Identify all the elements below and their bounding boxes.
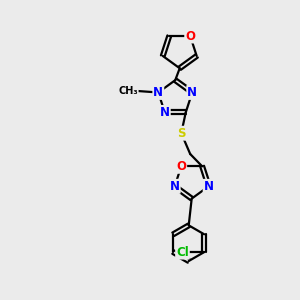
Text: N: N (153, 86, 163, 99)
Text: Cl: Cl (176, 246, 189, 259)
Text: N: N (187, 86, 197, 99)
Text: S: S (177, 127, 185, 140)
Text: O: O (176, 160, 186, 173)
Text: CH₃: CH₃ (118, 86, 138, 96)
Text: O: O (185, 29, 195, 43)
Text: N: N (160, 106, 170, 119)
Text: N: N (170, 180, 180, 193)
Text: N: N (204, 180, 214, 193)
